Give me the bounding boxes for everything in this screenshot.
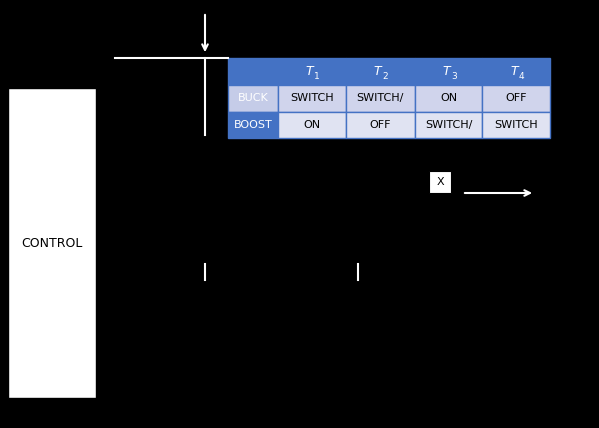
Bar [228,58,278,85]
Text: SWITCH: SWITCH [494,120,538,130]
Bar [429,171,451,193]
Text: T: T [305,65,313,78]
Text: ON: ON [440,93,457,104]
Bar [415,58,482,85]
Bar [346,58,415,85]
Text: CONTROL: CONTROL [22,237,83,250]
Text: 4: 4 [519,72,524,81]
Bar [346,112,415,138]
Bar [8,88,96,398]
Bar [228,85,278,112]
Text: ON: ON [303,120,320,130]
Bar [278,58,346,85]
Text: 1: 1 [314,72,320,81]
Text: SWITCH/: SWITCH/ [425,120,472,130]
Bar [482,85,550,112]
Text: T: T [374,65,382,78]
Bar [278,85,346,112]
Bar [278,112,346,138]
Text: OFF: OFF [506,93,527,104]
Bar [228,112,278,138]
Text: T: T [510,65,518,78]
Bar [482,58,550,85]
Text: X: X [436,177,444,187]
Bar [482,112,550,138]
Text: OFF: OFF [370,120,391,130]
Text: SWITCH: SWITCH [290,93,334,104]
Text: BUCK: BUCK [238,93,268,104]
Text: T: T [442,65,450,78]
Text: 3: 3 [451,72,457,81]
Text: 2: 2 [383,72,388,81]
Bar [415,112,482,138]
Bar [415,85,482,112]
Text: SWITCH/: SWITCH/ [356,93,404,104]
Text: BOOST: BOOST [234,120,273,130]
Bar [346,85,415,112]
